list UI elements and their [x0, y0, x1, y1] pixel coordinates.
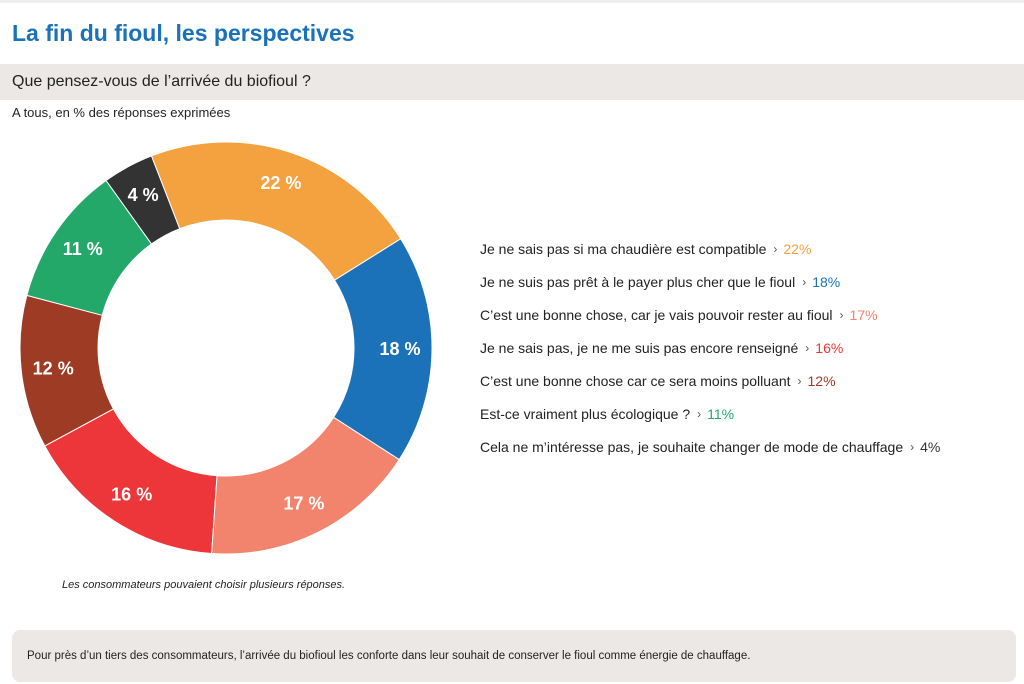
legend-label: Je ne suis pas prêt à le payer plus cher… — [480, 273, 796, 290]
conclusion-box: Pour près d’un tiers des consommateurs, … — [12, 630, 1016, 682]
chevron-right-icon: › — [797, 373, 802, 388]
donut-chart: 16 % 12 % 11 % 4 % 22 % 18 % 17 % — [19, 141, 433, 555]
legend-value: 12% — [807, 372, 836, 389]
legend-label: C’est une bonne chose car ce sera moins … — [480, 372, 791, 389]
legend-item: Je ne suis pas prêt à le payer plus cher… — [480, 265, 940, 298]
legend-value: 4% — [920, 438, 941, 455]
chevron-right-icon: › — [805, 340, 810, 355]
legend-item: Cela ne m’intéresse pas, je souhaite cha… — [480, 430, 940, 463]
legend-item: C’est une bonne chose, car je vais pouvo… — [480, 298, 940, 331]
legend-label: C’est une bonne chose, car je vais pouvo… — [480, 306, 833, 323]
chevron-right-icon: › — [773, 241, 778, 256]
legend-value: 22% — [783, 240, 812, 257]
base-text: A tous, en % des réponses exprimées — [12, 105, 231, 120]
legend-item: C’est une bonne chose car ce sera moins … — [480, 364, 940, 397]
donut-slice-2 — [211, 416, 400, 555]
question-bar: Que pensez-vous de l’arrivée du biofioul… — [0, 64, 1024, 100]
conclusion-text: Pour près d’un tiers des consommateurs, … — [27, 650, 751, 662]
slice-label-6: 4 % — [128, 185, 159, 205]
question-text: Que pensez-vous de l’arrivée du biofioul… — [12, 73, 311, 90]
legend-value: 16% — [815, 339, 844, 356]
legend-item: Est-ce vraiment plus écologique ? › 11% — [480, 397, 940, 430]
slice-label-2: 17 % — [283, 494, 324, 514]
slice-label-4: 12 % — [33, 359, 74, 379]
page-title: La fin du fioul, les perspectives — [12, 20, 355, 46]
legend-label: Est-ce vraiment plus écologique ? — [480, 405, 691, 422]
slice-label-5: 11 % — [63, 239, 103, 259]
chevron-right-icon: › — [697, 406, 702, 421]
top-rule — [0, 0, 1024, 3]
slice-label-1: 18 % — [379, 339, 420, 359]
legend-item: Je ne sais pas si ma chaudière est compa… — [480, 232, 940, 265]
slice-label-0: 22 % — [260, 173, 301, 193]
legend-value: 11% — [707, 405, 735, 422]
chevron-right-icon: › — [802, 274, 807, 289]
chevron-right-icon: › — [839, 307, 844, 322]
slice-label-3: 16 % — [111, 484, 152, 504]
legend-item: Je ne sais pas, je ne me suis pas encore… — [480, 331, 940, 364]
donut-slice-0 — [150, 141, 402, 281]
legend-value: 18% — [812, 273, 841, 290]
legend: Je ne sais pas si ma chaudière est compa… — [480, 232, 940, 463]
chart-note: Les consommateurs pouvaient choisir plus… — [62, 579, 346, 591]
legend-value: 17% — [849, 306, 878, 323]
legend-label: Je ne sais pas, je ne me suis pas encore… — [480, 339, 799, 356]
legend-label: Cela ne m’intéresse pas, je souhaite cha… — [480, 438, 904, 455]
legend-label: Je ne sais pas si ma chaudière est compa… — [480, 240, 767, 257]
chevron-right-icon: › — [910, 439, 915, 454]
